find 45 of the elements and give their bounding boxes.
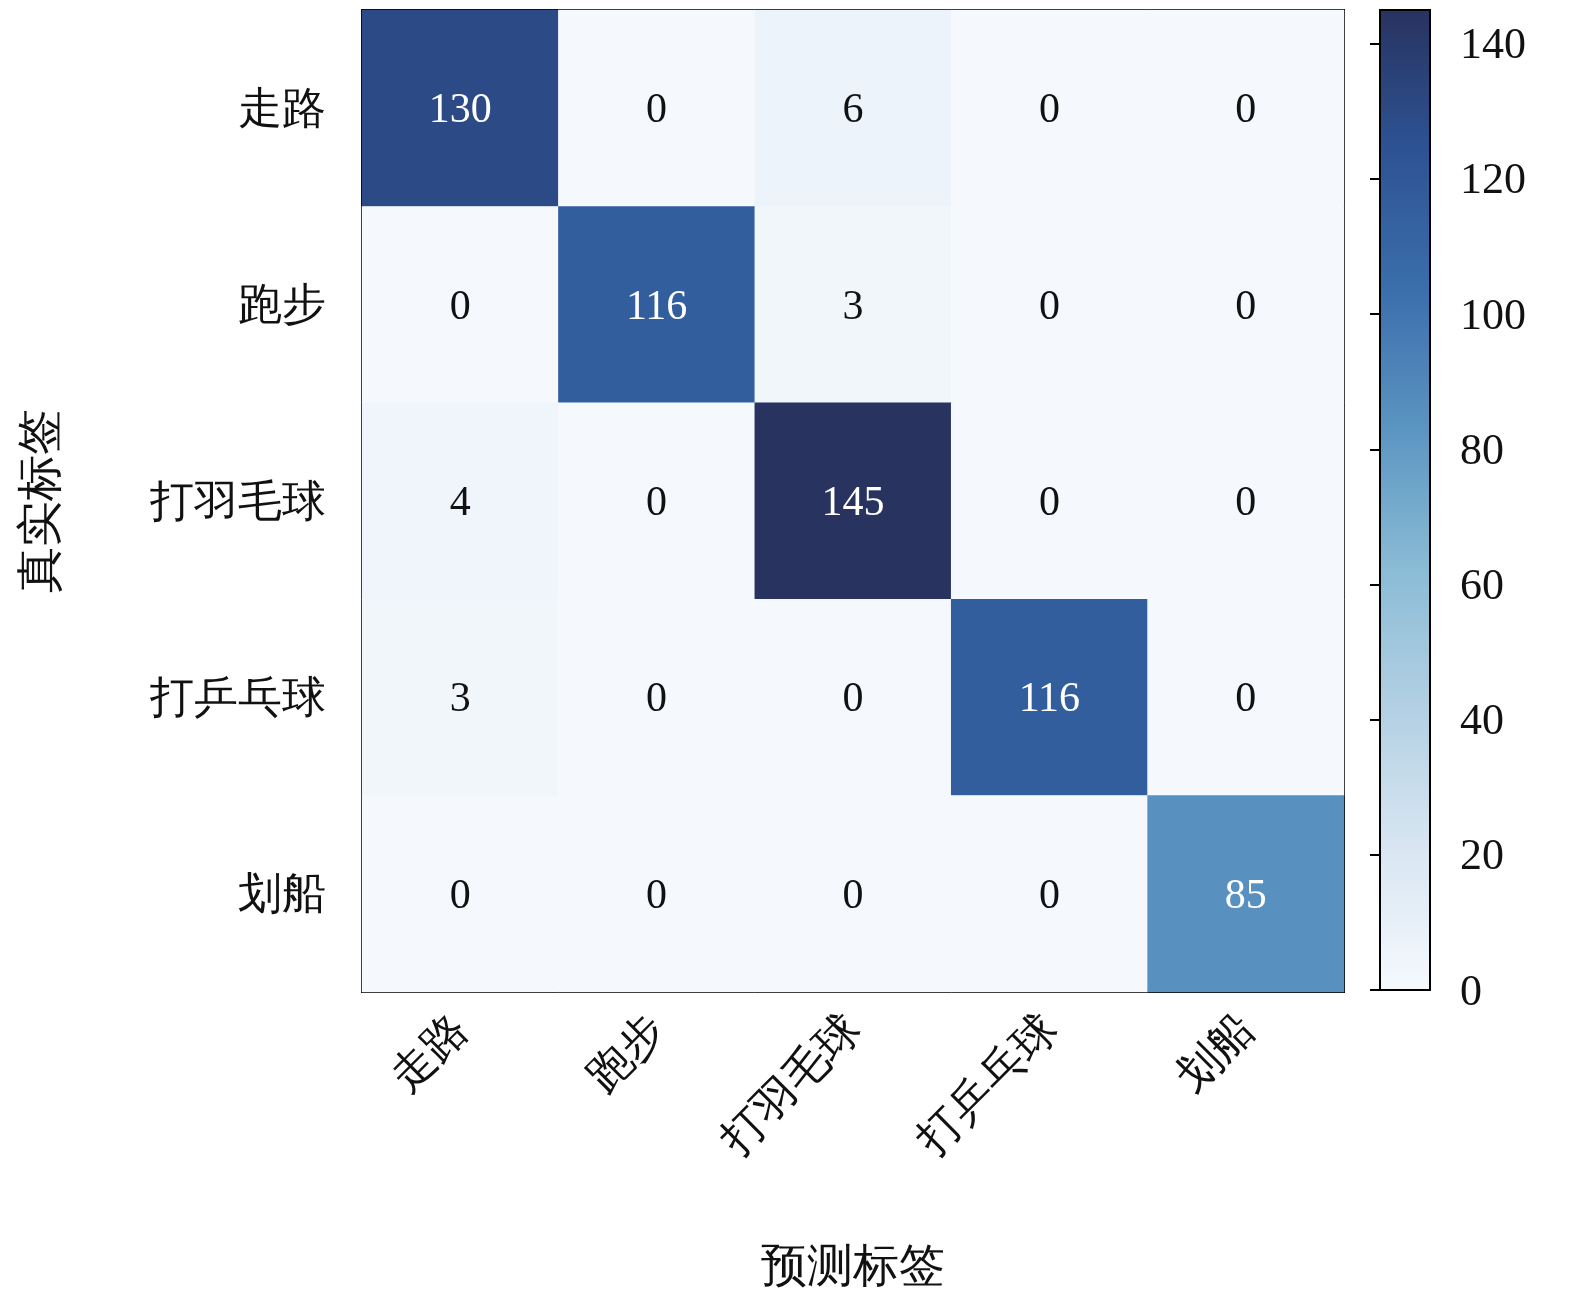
data-label: 0 [646, 870, 668, 917]
y-tick-label: 走路 [238, 83, 326, 133]
y-tick-label: 打乒乓球 [149, 672, 326, 722]
data-label: 0 [646, 674, 668, 721]
data-label: 0 [1235, 478, 1257, 524]
data-label: 3 [449, 674, 471, 721]
x-tick-label: 打羽毛球 [710, 1004, 871, 1165]
x-axis-title: 预测标签 [761, 1239, 945, 1291]
data-label: 116 [625, 281, 688, 328]
color-bar-label: 40 [1460, 695, 1504, 745]
data-label: 0 [1235, 85, 1257, 132]
y-tick-label: 划船 [238, 869, 326, 919]
x-tick-label: 走路 [380, 1004, 478, 1102]
data-label: 85 [1224, 870, 1267, 917]
data-label: 0 [646, 478, 668, 524]
data-label: 0 [449, 870, 471, 917]
color-bar-label: 60 [1460, 559, 1504, 609]
data-label: 116 [1018, 674, 1081, 721]
color-bar-label: 120 [1460, 154, 1526, 204]
data-label: 0 [646, 85, 668, 132]
color-bar-label: 140 [1460, 19, 1526, 69]
y-axis-title: 真实标签 [13, 409, 65, 593]
data-label: 0 [449, 281, 471, 328]
x-tick-label: 打乒乓球 [906, 1004, 1067, 1165]
data-label: 145 [821, 478, 885, 524]
data-label: 4 [449, 478, 471, 524]
color-bar-label: 20 [1460, 830, 1504, 880]
y-tick-label: 跑步 [238, 280, 326, 330]
data-label: 0 [1038, 281, 1060, 328]
y-tick-label: 打羽毛球 [149, 476, 326, 526]
data-label: 0 [842, 674, 864, 721]
data-label: 0 [1235, 674, 1257, 721]
data-label: 0 [1038, 478, 1060, 524]
color-bar-label: 100 [1460, 289, 1526, 339]
data-label: 0 [1235, 281, 1257, 328]
data-label: 0 [1038, 870, 1060, 917]
data-label: 3 [842, 281, 864, 328]
color-bar-label: 0 [1460, 965, 1482, 1015]
x-tick-label: 划船 [1166, 1004, 1264, 1102]
x-tick-label: 跑步 [577, 1004, 674, 1102]
color-bar-label: 80 [1460, 424, 1504, 474]
data-label: 0 [1038, 85, 1060, 132]
data-label: 130 [428, 85, 492, 132]
data-label: 6 [842, 85, 864, 132]
data-label: 0 [842, 870, 864, 917]
